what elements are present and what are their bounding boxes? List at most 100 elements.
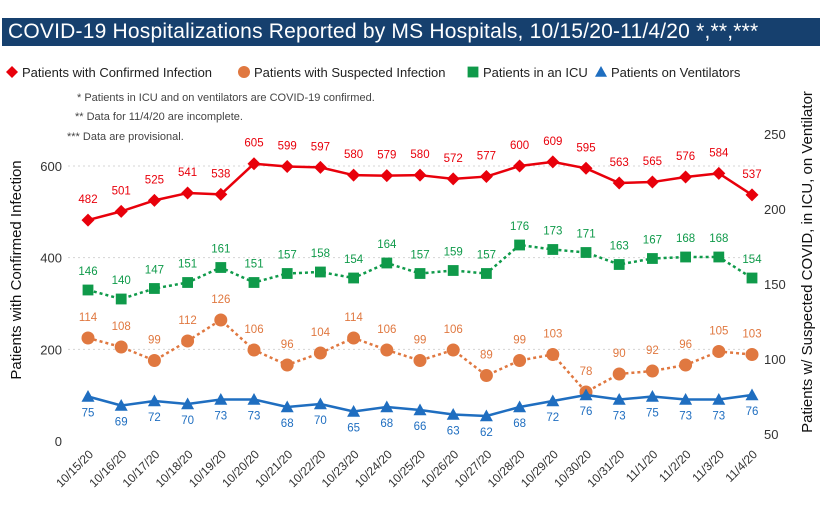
data-point bbox=[380, 400, 394, 413]
red-diamond-icon bbox=[6, 66, 18, 78]
data-label: 167 bbox=[643, 235, 662, 247]
data-label: 72 bbox=[148, 412, 161, 424]
data-label: 69 bbox=[115, 417, 128, 429]
data-point bbox=[114, 204, 128, 218]
data-label: 126 bbox=[211, 294, 230, 306]
data-label: 151 bbox=[244, 259, 263, 271]
data-point bbox=[182, 277, 193, 288]
data-point bbox=[413, 403, 427, 416]
data-label: 73 bbox=[613, 411, 626, 423]
data-point bbox=[612, 176, 626, 190]
data-label: 157 bbox=[278, 250, 297, 262]
data-label: 580 bbox=[344, 149, 363, 161]
data-point bbox=[479, 409, 493, 422]
title-bar: COVID-19 Hospitalizations Reported by MS… bbox=[0, 0, 824, 46]
data-point bbox=[745, 188, 759, 202]
right-axis-ticks: 50 100 150 200 250 bbox=[764, 127, 786, 442]
data-point bbox=[214, 393, 228, 405]
data-label: 90 bbox=[613, 348, 626, 360]
data-label: 108 bbox=[112, 321, 131, 333]
data-point bbox=[413, 354, 427, 367]
data-point bbox=[147, 354, 161, 367]
data-point bbox=[580, 247, 592, 258]
data-point bbox=[248, 277, 260, 288]
left-tick-label: 0 bbox=[55, 434, 62, 449]
data-label: 595 bbox=[576, 142, 595, 154]
data-label: 65 bbox=[347, 423, 360, 435]
data-point bbox=[114, 340, 128, 354]
data-labels: 482 501 525 541 538 605 599 597 580 579 580 572 577 6… bbox=[78, 136, 762, 439]
data-point bbox=[247, 157, 261, 171]
data-label: 114 bbox=[79, 312, 98, 324]
data-point bbox=[315, 266, 326, 278]
data-label: 525 bbox=[145, 174, 164, 186]
data-point bbox=[81, 213, 95, 227]
data-label: 171 bbox=[576, 229, 595, 241]
data-point bbox=[380, 343, 394, 357]
data-point bbox=[214, 187, 228, 201]
data-point bbox=[546, 155, 560, 169]
right-axis-title: Patients w/ Suspected COVID, in ICU, on … bbox=[799, 91, 816, 433]
left-axis-ticks: 0 200 400 600 bbox=[40, 159, 62, 449]
data-point bbox=[247, 393, 261, 405]
data-point bbox=[712, 166, 726, 180]
data-label: 105 bbox=[709, 326, 728, 338]
right-tick-label: 200 bbox=[764, 202, 786, 217]
data-label: 70 bbox=[314, 415, 327, 427]
data-point bbox=[479, 170, 493, 184]
right-tick-label: 50 bbox=[764, 427, 778, 442]
data-label: 600 bbox=[510, 140, 529, 152]
left-axis-title: Patients with Confirmed Infection bbox=[8, 160, 25, 379]
data-point bbox=[447, 265, 459, 276]
data-label: 106 bbox=[444, 324, 463, 336]
data-point bbox=[313, 346, 327, 360]
orange-circle-icon bbox=[238, 66, 250, 78]
data-label: 163 bbox=[610, 241, 629, 253]
left-tick-label: 600 bbox=[40, 159, 62, 174]
data-label: 73 bbox=[679, 411, 692, 423]
data-point bbox=[280, 358, 294, 372]
data-label: 78 bbox=[580, 366, 593, 378]
data-label: 537 bbox=[742, 169, 761, 181]
data-point bbox=[149, 283, 160, 294]
data-label: 104 bbox=[311, 327, 331, 339]
data-label: 147 bbox=[145, 265, 164, 277]
data-point bbox=[679, 393, 693, 405]
data-label: 114 bbox=[344, 312, 363, 324]
data-label: 580 bbox=[410, 149, 429, 161]
data-label: 501 bbox=[112, 185, 131, 197]
series-line bbox=[87, 318, 753, 394]
data-label: 68 bbox=[513, 418, 526, 430]
data-point bbox=[613, 259, 625, 270]
data-label: 176 bbox=[510, 221, 529, 233]
x-tick-label: 11/4/20 bbox=[723, 447, 761, 485]
data-point bbox=[546, 348, 560, 361]
data-point bbox=[413, 168, 427, 182]
data-point bbox=[712, 393, 726, 405]
legend: Patients with Confirmed Infection Patient… bbox=[6, 65, 741, 80]
data-point bbox=[612, 393, 626, 405]
data-point bbox=[746, 272, 758, 284]
data-point bbox=[114, 399, 128, 411]
data-label: 106 bbox=[244, 324, 263, 336]
data-label: 541 bbox=[178, 167, 197, 179]
data-point bbox=[147, 193, 161, 207]
data-point bbox=[446, 343, 460, 357]
data-point bbox=[745, 348, 759, 361]
data-label: 68 bbox=[380, 418, 393, 430]
data-point bbox=[679, 170, 693, 184]
data-point bbox=[547, 244, 559, 255]
data-point bbox=[380, 169, 394, 183]
data-point bbox=[481, 268, 492, 279]
data-label: 76 bbox=[746, 406, 759, 418]
data-point bbox=[513, 354, 527, 367]
data-label: 68 bbox=[281, 418, 294, 430]
data-point bbox=[645, 175, 659, 189]
legend-label: Patients on Ventilators bbox=[611, 65, 741, 80]
data-label: 164 bbox=[377, 239, 397, 251]
data-label: 565 bbox=[643, 156, 662, 168]
data-label: 154 bbox=[742, 254, 762, 266]
data-label: 92 bbox=[646, 345, 659, 357]
data-point bbox=[745, 388, 759, 401]
